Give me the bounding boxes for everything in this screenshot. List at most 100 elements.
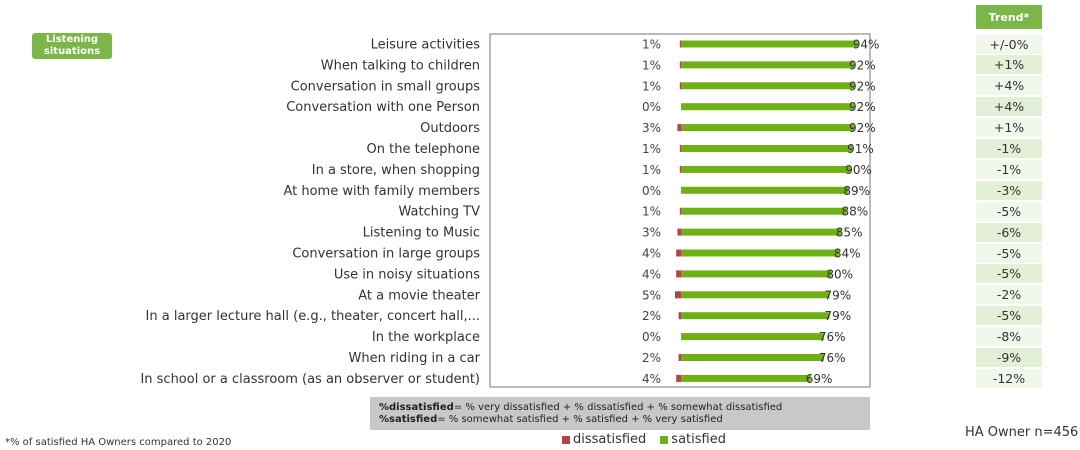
legend-swatch-satisfied xyxy=(660,435,669,444)
data-label-dissatisfied: 0% xyxy=(642,330,661,344)
data-label-satisfied: 92% xyxy=(849,79,876,93)
legend-item-satisfied: satisfied xyxy=(660,432,726,447)
data-label-dissatisfied: 1% xyxy=(642,142,661,156)
bar-satisfied xyxy=(681,186,849,194)
trend-value: +4% xyxy=(976,76,1042,96)
trend-value: -8% xyxy=(976,327,1042,347)
category-label: When riding in a car xyxy=(349,351,481,366)
bar-satisfied xyxy=(681,103,854,111)
category-label: Outdoors xyxy=(420,121,480,136)
chart-legend: dissatisfied satisfied xyxy=(562,432,740,447)
data-label-dissatisfied: 3% xyxy=(642,121,661,135)
trend-value: -12% xyxy=(976,368,1042,388)
bar-dissatisfied xyxy=(678,312,681,320)
data-label-dissatisfied: 4% xyxy=(642,247,661,261)
data-label-satisfied: 92% xyxy=(849,121,876,135)
bar-satisfied xyxy=(681,207,847,215)
data-label-satisfied: 76% xyxy=(819,351,846,365)
data-label-satisfied: 85% xyxy=(836,226,863,240)
badge-label: Listening situations xyxy=(43,34,101,57)
trend-value: +1% xyxy=(976,55,1042,75)
bar-dissatisfied xyxy=(678,354,681,361)
data-label-satisfied: 88% xyxy=(841,205,868,219)
trend-header: Trend* xyxy=(976,5,1042,29)
trend-value: -2% xyxy=(976,285,1042,305)
data-label-satisfied: 94% xyxy=(853,38,880,52)
bar-satisfied xyxy=(681,40,858,48)
trend-value: -1% xyxy=(976,159,1042,179)
bar-satisfied xyxy=(681,270,832,278)
bar-dissatisfied xyxy=(676,270,681,278)
trend-value: -5% xyxy=(976,264,1042,284)
trend-value: +4% xyxy=(976,97,1042,117)
bar-dissatisfied xyxy=(679,207,681,215)
category-label: Conversation in large groups xyxy=(292,247,480,262)
data-label-dissatisfied: 4% xyxy=(642,372,661,386)
bar-dissatisfied xyxy=(677,228,681,236)
data-label-dissatisfied: 1% xyxy=(642,79,661,93)
category-label: At a movie theater xyxy=(358,288,480,303)
bar-satisfied xyxy=(681,354,824,361)
legend-label-satisfied: satisfied xyxy=(671,432,726,447)
legend-swatch-dissatisfied xyxy=(562,435,570,444)
definitions-box: %dissatisfied= % very dissatisfied + % d… xyxy=(370,397,870,430)
bar-satisfied xyxy=(681,291,830,299)
data-label-dissatisfied: 0% xyxy=(642,100,661,114)
category-label: In a store, when shopping xyxy=(312,163,480,178)
trend-value: +1% xyxy=(976,118,1042,138)
data-label-satisfied: 69% xyxy=(806,372,833,386)
category-label: At home with family members xyxy=(283,184,480,199)
bar-satisfied xyxy=(681,82,854,90)
footnote: *% of satisfied HA Owners compared to 20… xyxy=(5,437,232,448)
bar-dissatisfied xyxy=(679,61,681,69)
satisfaction-bar-chart: Leisure activities 1% 94% When talking to c… xyxy=(140,33,880,388)
bar-satisfied xyxy=(681,61,854,69)
dissatisfied-definition: %dissatisfied= % very dissatisfied + % d… xyxy=(379,402,783,413)
bar-dissatisfied xyxy=(679,145,681,152)
data-label-dissatisfied: 1% xyxy=(642,38,661,52)
category-label: In a larger lecture hall (e.g., theater,… xyxy=(146,309,480,324)
data-label-dissatisfied: 1% xyxy=(642,58,661,72)
bar-dissatisfied xyxy=(679,165,681,173)
data-label-satisfied: 92% xyxy=(849,58,876,72)
bar-dissatisfied xyxy=(676,249,681,257)
category-label: On the telephone xyxy=(367,142,480,157)
data-label-satisfied: 90% xyxy=(845,163,872,177)
data-label-dissatisfied: 0% xyxy=(642,184,661,198)
bar-satisfied xyxy=(681,228,841,236)
category-label: Leisure activities xyxy=(371,38,481,53)
trend-value: -6% xyxy=(976,222,1042,242)
bar-satisfied xyxy=(681,333,824,341)
trend-value: -3% xyxy=(976,180,1042,200)
bar-dissatisfied xyxy=(679,82,681,90)
category-label: In school or a classroom (as an observer… xyxy=(140,372,480,387)
data-label-satisfied: 79% xyxy=(825,309,852,323)
category-label: Conversation in small groups xyxy=(291,79,481,94)
data-label-satisfied: 80% xyxy=(826,267,853,281)
data-label-satisfied: 92% xyxy=(849,100,876,114)
sample-size-note: HA Owner n=456 xyxy=(965,425,1079,440)
bar-satisfied xyxy=(681,374,811,382)
bar-dissatisfied xyxy=(677,124,681,132)
category-label: Listening to Music xyxy=(363,226,480,241)
category-label: Use in noisy situations xyxy=(334,267,480,282)
data-label-dissatisfied: 4% xyxy=(642,267,661,281)
data-label-satisfied: 84% xyxy=(834,247,861,261)
trend-value: +/-0% xyxy=(976,34,1042,54)
trend-value: -9% xyxy=(976,348,1042,367)
bar-satisfied xyxy=(681,124,854,132)
bar-dissatisfied xyxy=(675,291,681,299)
bar-dissatisfied xyxy=(679,40,681,48)
bar-satisfied xyxy=(681,249,839,257)
data-label-dissatisfied: 1% xyxy=(642,205,661,219)
trend-value: -1% xyxy=(976,139,1042,158)
bar-satisfied xyxy=(681,145,853,152)
data-label-satisfied: 79% xyxy=(825,288,852,302)
data-label-satisfied: 89% xyxy=(843,184,870,198)
trend-value: -5% xyxy=(976,306,1042,326)
legend-item-dissatisfied: dissatisfied xyxy=(562,432,646,447)
data-label-dissatisfied: 2% xyxy=(642,309,661,323)
data-label-dissatisfied: 1% xyxy=(642,163,661,177)
category-label: In the workplace xyxy=(372,330,480,345)
category-label: Conversation with one Person xyxy=(286,100,480,115)
